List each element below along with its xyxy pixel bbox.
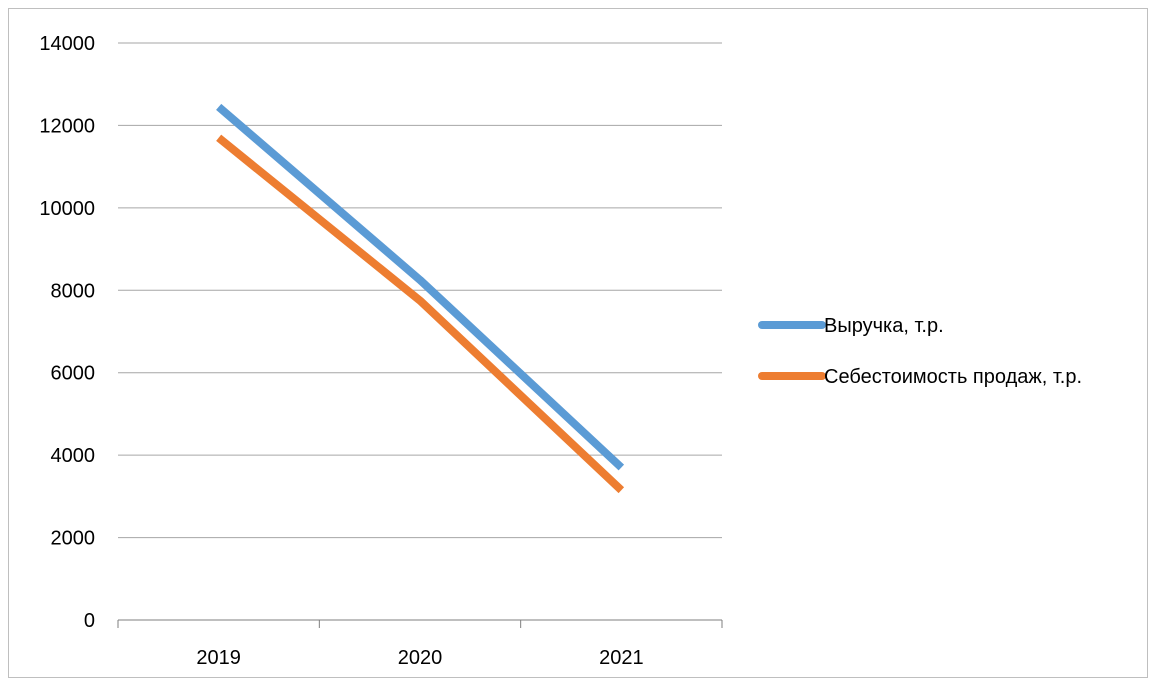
x-tick-label: 2020 [398, 647, 443, 669]
y-tick-label: 14000 [39, 33, 95, 55]
legend-label: Себестоимость продаж, т.р. [824, 366, 1082, 388]
y-tick-label: 6000 [51, 363, 96, 385]
legend-label: Выручка, т.р. [824, 315, 944, 337]
series-line-1 [216, 134, 625, 494]
x-tick-label: 2021 [599, 647, 644, 669]
y-tick-label: 4000 [51, 445, 96, 467]
series-line-0 [216, 103, 625, 471]
y-tick-label: 10000 [39, 198, 95, 220]
x-axis-ticks [117, 620, 723, 628]
x-tick-label: 2019 [196, 647, 241, 669]
y-tick-label: 8000 [51, 280, 96, 302]
legend: Выручка, т.р. Себестоимость продаж, т.р. [758, 315, 1082, 388]
y-tick-label: 12000 [39, 115, 95, 137]
y-axis-tick-labels: 0 2000 4000 6000 8000 10000 12000 14000 [39, 33, 95, 632]
x-axis-tick-labels: 2019 2020 2021 [196, 647, 643, 669]
chart-area [8, 8, 1148, 678]
y-tick-label: 2000 [51, 528, 96, 550]
gridlines [118, 42, 722, 539]
series-lines [216, 103, 625, 494]
y-tick-label: 0 [84, 610, 95, 632]
